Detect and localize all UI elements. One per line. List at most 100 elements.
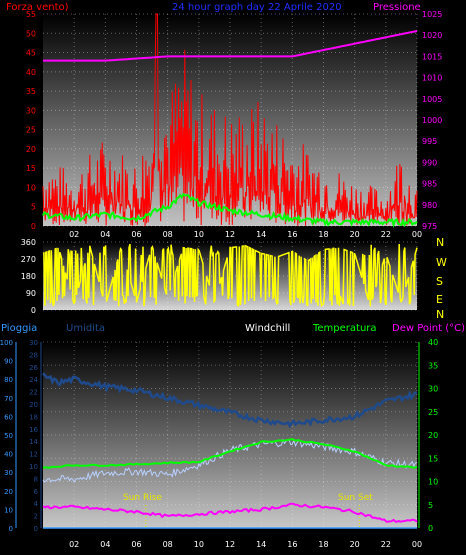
hour-tick-label: 18	[318, 230, 328, 239]
hour-tick-label: 22	[381, 230, 391, 239]
hour-tick-label: 02	[69, 540, 79, 549]
rain-tick-label: 90	[4, 358, 13, 366]
rain-tick-label: 10	[4, 506, 13, 514]
pressure-tick-label: 1010	[422, 74, 442, 83]
rain-tick-label: 80	[4, 376, 13, 384]
hour-tick-label: 22	[381, 540, 391, 549]
temperature-tick-label: 5	[428, 501, 433, 510]
wind-axis-title: Forza vento)	[6, 2, 69, 13]
temperature-legend: Temperatura	[312, 323, 377, 334]
rain-tick-label: 100	[0, 339, 13, 347]
sunrise-label: Sun Rise	[123, 493, 162, 503]
humidity-tick-label: 10	[29, 463, 38, 471]
direction-tick-label: 270	[21, 255, 36, 264]
hour-tick-label: 12	[225, 230, 235, 239]
temperature-plot-area	[43, 342, 417, 528]
wind-tick-label: 25	[26, 126, 36, 135]
humidity-tick-label: 26	[29, 364, 38, 372]
humidity-tick-label: 6	[34, 488, 39, 496]
wind-tick-label: 55	[26, 10, 36, 19]
compass-label: E	[436, 293, 443, 306]
wind-tick-label: 15	[26, 164, 36, 173]
direction-tick-label: 0	[31, 306, 36, 315]
hour-tick-label: 10	[194, 230, 204, 239]
humidity-tick-label: 8	[34, 475, 38, 483]
dewpoint-legend: Dew Point (°C)	[392, 323, 465, 334]
rain-tick-label: 50	[4, 432, 13, 440]
direction-tick-label: 360	[21, 238, 36, 247]
hour-tick-label: 08	[163, 540, 173, 549]
temperature-axes: 0 5 10 15 20 25 30 35 40 0 10 20 30 40 50 60 70 80 90 100 0 2…	[0, 338, 438, 533]
hour-tick-label: 16	[287, 230, 297, 239]
pressure-tick-label: 1015	[422, 52, 442, 61]
rain-tick-label: 0	[9, 525, 13, 533]
hour-tick-label: 02	[69, 230, 79, 239]
pressure-tick-label: 980	[422, 201, 437, 210]
humidity-tick-label: 28	[29, 351, 38, 359]
pressure-axis: 975 980 985 990 995 1000 1005 1010 1015 1020 1025	[422, 10, 442, 231]
temperature-tick-label: 10	[428, 478, 438, 487]
wind-direction-line	[42, 243, 418, 308]
wind-tick-label: 45	[26, 49, 36, 58]
hour-tick-label: 20	[350, 540, 360, 549]
humidity-tick-label: 14	[29, 438, 38, 446]
humidity-tick-label: 4	[34, 500, 39, 508]
pressure-tick-label: 1005	[422, 95, 442, 104]
wind-speed-axis: 0 5 10 15 20 25 30 35 40 45 50 55	[26, 10, 36, 231]
hour-tick-label: 10	[194, 540, 204, 549]
wind-average-line	[42, 192, 418, 229]
pressure-tick-label: 975	[422, 222, 437, 231]
wind-tick-label: 0	[31, 222, 36, 231]
compass-label: S	[436, 275, 443, 288]
temperature-tick-label: 0	[428, 524, 433, 533]
humidity-tick-label: 20	[29, 401, 38, 409]
humidity-tick-label: 16	[29, 426, 38, 434]
rain-tick-label: 60	[4, 413, 13, 421]
temperature-hour-axis: 02 04 06 08 10 12 14 16 18 20 22 00	[69, 540, 422, 549]
compass-label: N	[436, 236, 444, 249]
temperature-tick-label: 35	[428, 361, 438, 370]
temperature-line	[42, 438, 418, 469]
hour-tick-label: 16	[287, 540, 297, 549]
humidity-legend: Umidita	[66, 323, 105, 334]
sunset-label: Sun Set	[338, 493, 373, 503]
pressure-tick-label: 1000	[422, 116, 442, 125]
compass-label: W	[436, 256, 447, 269]
wind-tick-label: 40	[26, 68, 36, 77]
wind-tick-label: 5	[31, 203, 36, 212]
wind-tick-label: 35	[26, 87, 36, 96]
temperature-tick-label: 15	[428, 454, 438, 463]
hour-tick-label: 00	[412, 230, 422, 239]
hour-tick-label: 04	[100, 540, 110, 549]
hour-tick-label: 06	[131, 540, 141, 549]
humidity-tick-label: 18	[29, 413, 38, 421]
pressure-tick-label: 985	[422, 180, 437, 189]
compass-label: N	[436, 308, 444, 321]
rain-tick-label: 20	[4, 488, 13, 496]
wind-tick-label: 20	[26, 145, 36, 154]
wind-tick-label: 10	[26, 183, 36, 192]
temperature-tick-label: 25	[428, 408, 438, 417]
direction-degree-axis: 0 90 180 270 360	[21, 238, 36, 315]
temperature-tick-label: 40	[428, 338, 438, 347]
humidity-tick-label: 24	[29, 376, 38, 384]
temperature-tick-label: 20	[428, 431, 438, 440]
wind-tick-label: 30	[26, 106, 36, 115]
wind-series	[42, 13, 418, 229]
wind-tick-label: 50	[26, 29, 36, 38]
pressure-axis-title: Pressione	[373, 2, 421, 13]
pressure-tick-label: 995	[422, 137, 437, 146]
hour-tick-label: 12	[225, 540, 235, 549]
pressure-tick-label: 1025	[422, 10, 442, 19]
humidity-tick-label: 0	[34, 525, 38, 533]
hour-tick-label: 14	[256, 540, 266, 549]
direction-tick-label: 90	[26, 289, 36, 298]
pressure-line	[43, 30, 418, 62]
humidity-tick-label: 12	[29, 451, 38, 459]
temperature-tick-label: 30	[428, 385, 438, 394]
rain-tick-label: 40	[4, 451, 13, 459]
hour-tick-label: 04	[100, 230, 110, 239]
hour-tick-label: 08	[163, 230, 173, 239]
